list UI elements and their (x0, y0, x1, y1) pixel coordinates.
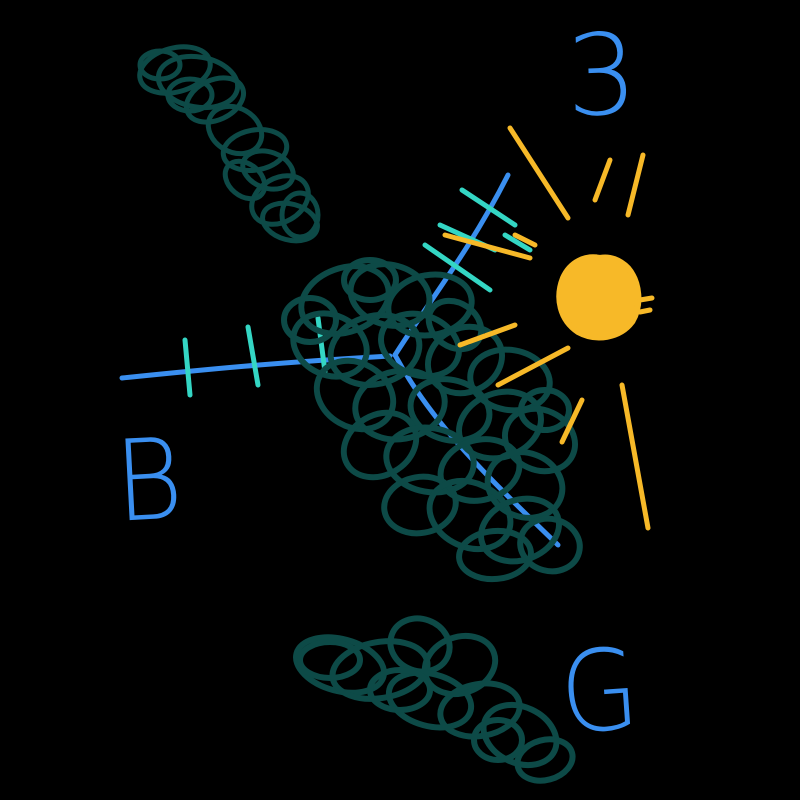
cloud-center (281, 257, 583, 583)
sun-icon (442, 125, 655, 531)
cloud-bottom (293, 615, 576, 784)
sun-rays (442, 125, 655, 531)
cloud-top-left (137, 44, 321, 244)
label-b: B (111, 414, 186, 548)
axis-ticks (182, 187, 533, 398)
label-g: G (555, 624, 643, 760)
label-three: 3 (563, 9, 640, 143)
